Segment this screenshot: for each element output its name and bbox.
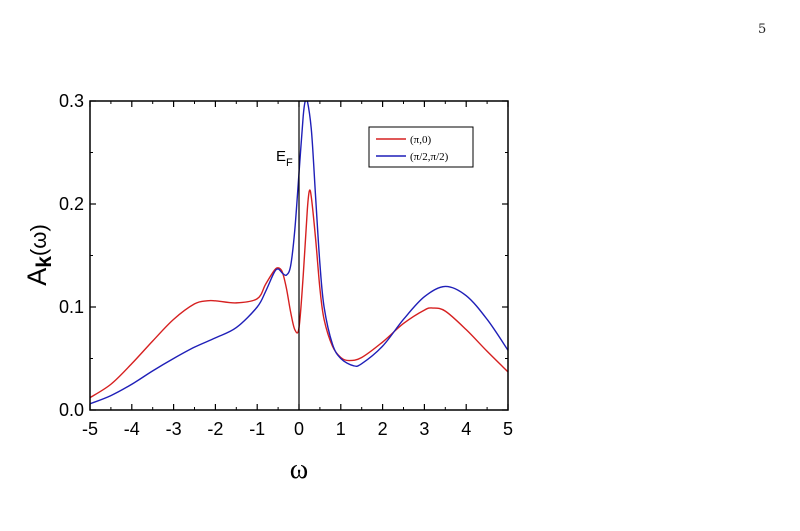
x-tick-label: -2 bbox=[207, 419, 223, 439]
x-tick-label: 5 bbox=[503, 419, 513, 439]
series-layer bbox=[90, 101, 508, 405]
legend-label-pi-0: (π,0) bbox=[410, 134, 431, 146]
x-tick-label: -1 bbox=[249, 419, 265, 439]
x-tick-label: 3 bbox=[419, 419, 429, 439]
legend-label-pi2-pi2: (π/2,π/2) bbox=[410, 151, 449, 163]
y-tick-labels: 0.0 0.1 0.2 0.3 bbox=[59, 91, 84, 420]
y-tick-label: 0.1 bbox=[59, 297, 84, 317]
x-tick-labels: -5 -4 -3 -2 -1 0 1 2 3 4 5 bbox=[82, 419, 513, 439]
ticks-layer bbox=[89, 100, 509, 411]
x-tick-label: -4 bbox=[124, 419, 140, 439]
series-line-0 bbox=[90, 189, 508, 399]
plot-frame bbox=[89, 100, 509, 411]
y-axis-title: Ak(ω) bbox=[22, 224, 56, 286]
legend: (π,0) (π/2,π/2) bbox=[368, 126, 474, 168]
y-tick-label: 0.3 bbox=[59, 91, 84, 111]
y-tick-label: 0.2 bbox=[59, 194, 84, 214]
x-tick-label: -3 bbox=[166, 419, 182, 439]
legend-box bbox=[368, 126, 474, 168]
series-line-1 bbox=[90, 101, 508, 405]
x-tick-label: -5 bbox=[82, 419, 98, 439]
x-tick-label: 1 bbox=[336, 419, 346, 439]
page-number: 5 bbox=[758, 22, 767, 37]
x-tick-label: 0 bbox=[294, 419, 304, 439]
x-tick-label: 4 bbox=[461, 419, 471, 439]
x-tick-label: 2 bbox=[378, 419, 388, 439]
y-tick-label: 0.0 bbox=[59, 400, 84, 420]
fermi-level-label: EF bbox=[276, 148, 293, 169]
x-axis-title: ω bbox=[290, 454, 308, 485]
